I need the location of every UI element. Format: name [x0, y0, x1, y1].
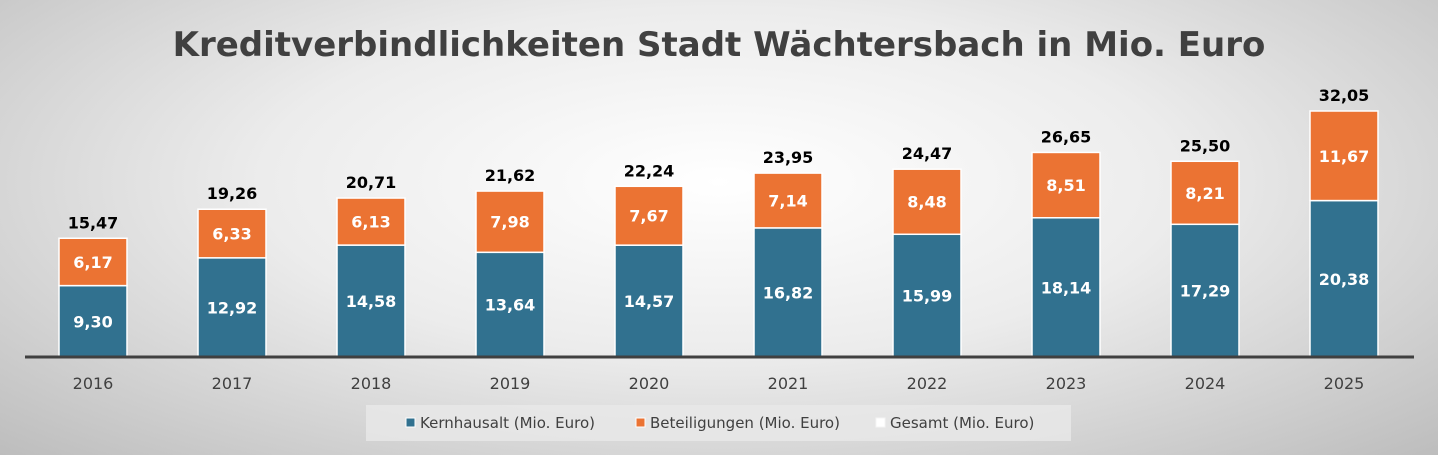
bar-beteiligungen [197, 208, 267, 259]
legend-swatch [875, 417, 886, 428]
bar-beteiligungen [1170, 160, 1240, 226]
data-label-kernhaushalt: 18,14 [1041, 278, 1092, 297]
x-tick-label: 2020 [629, 374, 670, 393]
data-label-gesamt: 21,62 [485, 166, 536, 185]
bar-beteiligungen [1309, 110, 1379, 202]
data-label-beteiligungen: 8,21 [1185, 184, 1224, 203]
data-label-beteiligungen: 6,17 [73, 253, 112, 272]
data-label-beteiligungen: 6,33 [212, 225, 251, 244]
data-label-kernhaushalt: 13,64 [485, 296, 536, 315]
bar-beteiligungen [1031, 151, 1101, 219]
data-label-gesamt: 24,47 [902, 144, 953, 163]
x-tick-label: 2024 [1185, 374, 1226, 393]
x-tick-label: 2025 [1324, 374, 1365, 393]
x-tick-label: 2018 [351, 374, 392, 393]
x-tick-label: 2016 [73, 374, 114, 393]
x-tick-label: 2019 [490, 374, 531, 393]
x-tick-label: 2021 [768, 374, 809, 393]
bar-kernhaushalt [753, 227, 823, 358]
legend-swatch [405, 417, 416, 428]
data-label-gesamt: 32,05 [1319, 86, 1370, 105]
data-label-kernhaushalt: 14,57 [624, 292, 675, 311]
data-label-kernhaushalt: 20,38 [1319, 270, 1370, 289]
data-label-kernhaushalt: 12,92 [207, 298, 258, 317]
data-label-beteiligungen: 8,51 [1046, 176, 1085, 195]
data-label-beteiligungen: 7,14 [768, 191, 807, 210]
data-label-kernhaushalt: 14,58 [346, 292, 397, 311]
bar-kernhaushalt [1309, 199, 1379, 358]
data-label-kernhaushalt: 9,30 [73, 312, 112, 331]
x-tick-label: 2022 [907, 374, 948, 393]
bar-kernhaushalt [1170, 223, 1240, 358]
x-tick-label: 2017 [212, 374, 253, 393]
data-label-beteiligungen: 11,67 [1319, 147, 1370, 166]
bar-beteiligungen [753, 172, 823, 229]
data-label-gesamt: 19,26 [207, 184, 258, 203]
bar-kernhaushalt [58, 284, 128, 358]
data-label-beteiligungen: 7,67 [629, 207, 668, 226]
data-label-gesamt: 15,47 [68, 213, 119, 232]
bar-beteiligungen [892, 168, 962, 236]
data-label-gesamt: 25,50 [1180, 136, 1231, 155]
data-label-gesamt: 20,71 [346, 173, 397, 192]
x-axis-ticks: 2016 2017 2018 2019 2020 2021 2022 2023 2024 2025 [73, 374, 1365, 393]
bar-beteiligungen [614, 185, 684, 246]
legend-label: Gesamt (Mio. Euro) [890, 414, 1034, 432]
legend-items: Kernhausalt (Mio. Euro) Beteiligungen (Mi… [405, 414, 1034, 432]
data-label-kernhaushalt: 15,99 [902, 287, 953, 306]
legend-label: Beteiligungen (Mio. Euro) [650, 414, 840, 432]
bar-beteiligungen [58, 237, 128, 287]
x-tick-label: 2023 [1046, 374, 1087, 393]
data-label-gesamt: 26,65 [1041, 127, 1092, 146]
chart-title: Kreditverbindlichkeiten Stadt Wächtersba… [173, 25, 1266, 65]
data-label-beteiligungen: 6,13 [351, 213, 390, 232]
data-label-beteiligungen: 8,48 [907, 193, 946, 212]
bars: 9,30 6,17 15,47 12,92 6,33 19,26 14,58 6,13 20,7… [58, 86, 1379, 358]
legend-label: Kernhausalt (Mio. Euro) [420, 414, 595, 432]
legend [366, 405, 1071, 441]
data-label-gesamt: 22,24 [624, 161, 675, 180]
data-label-beteiligungen: 7,98 [490, 213, 529, 232]
bar-beteiligungen [336, 197, 406, 246]
bar-beteiligungen [475, 190, 545, 254]
data-label-gesamt: 23,95 [763, 148, 814, 167]
legend-swatch [635, 417, 646, 428]
data-label-kernhaushalt: 17,29 [1180, 282, 1231, 301]
data-label-kernhaushalt: 16,82 [763, 283, 814, 302]
